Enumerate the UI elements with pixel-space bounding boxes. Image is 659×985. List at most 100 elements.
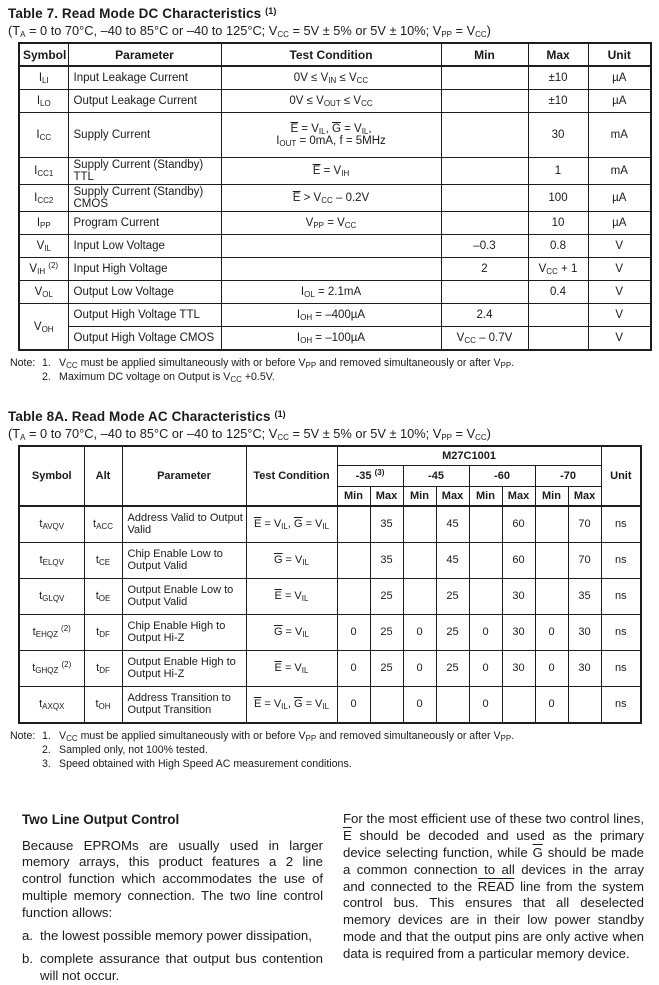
table-cell: IOL = 2.1mA (220, 280, 442, 304)
table-cell: E = VIL (245, 649, 338, 687)
table-row: tELQV tCE Chip Enable Low to Output Valid G… (18, 541, 642, 579)
table-cell: ns (600, 577, 642, 615)
table-cell: 70 (567, 541, 602, 579)
table-cell: IOH = –400µA (220, 303, 442, 327)
table-cell (440, 65, 529, 90)
table7-notes: Note: 1. VCC must be applied simultaneousl… (10, 356, 651, 385)
table-cell: 30 (501, 613, 536, 651)
note-item: Note: 1. VCC must be applied simultaneousl… (10, 357, 515, 370)
table-cell: 0 (468, 613, 503, 651)
table-cell (527, 326, 589, 351)
table-cell: Input Low Voltage (67, 234, 222, 258)
column-header: Max (501, 485, 536, 507)
table7-title: Table 7. Read Mode DC Characteristics (1… (8, 6, 277, 21)
table-cell (534, 541, 569, 579)
table-cell: G = VIL (245, 541, 338, 579)
column-header: Min (336, 485, 371, 507)
column-header: Parameter (121, 445, 247, 507)
table-row: VOH Output High Voltage TTL IOH = –400µA 2.… (18, 303, 652, 351)
section-heading: Two Line Output Control (22, 812, 180, 828)
table-header-row: -35 (3) -45 -60 -70 (19, 464, 641, 487)
table-cell: Supply Current (Standby) CMOS (67, 184, 222, 212)
note-item: Note: 1. VCC must be applied simultaneousl… (10, 729, 515, 743)
table-row: IPP Program Current VPP = VCC 10 µA (18, 211, 652, 235)
table-cell: Program Current (67, 211, 222, 235)
table-cell: E = VIH (220, 157, 442, 185)
two-line-output-control-section: Two Line Output Control Because EPROMs a… (22, 811, 644, 984)
table-cell: ns (600, 685, 642, 724)
table-cell: ns (600, 649, 642, 687)
table-cell: tEHQZ (2) (18, 613, 85, 651)
table-cell: Input Leakage Current (67, 65, 222, 90)
table-cell: E = VIL, G = VIL (245, 505, 338, 543)
column-header: Min (402, 485, 437, 507)
table-cell: tAVQV (18, 505, 85, 543)
table-cell (220, 257, 442, 281)
table-cell: Address Transition to Output Transition (121, 685, 247, 724)
table-row: ILI Input Leakage Current 0V ≤ VIN ≤ VCC ±1… (18, 65, 652, 90)
speed-grade-header: -70 (534, 464, 602, 487)
column-header: Test Condition (220, 42, 442, 67)
table-cell: 0 (336, 649, 371, 687)
table-cell: Chip Enable Low to Output Valid (121, 541, 247, 579)
table-cell: Output Enable Low to Output Valid (121, 577, 247, 615)
table-cell: VCC – 0.7V (440, 326, 529, 351)
table-cell (534, 577, 569, 615)
speed-grade-header: -60 (468, 464, 536, 487)
table-cell: 0 (336, 685, 371, 724)
table-cell: ns (600, 541, 642, 579)
table-row: Output High Voltage CMOS IOH = –100µA VCC … (19, 326, 652, 351)
table-cell: µA (587, 89, 652, 113)
table7-subtitle: (TA = 0 to 70°C, –40 to 85°C or –40 to 1… (8, 23, 491, 39)
table-cell: 2.4 (440, 303, 529, 327)
table-cell: 35 (369, 541, 404, 579)
table-cell: 35 (567, 577, 602, 615)
table-cell: V (587, 234, 652, 258)
table8a-subtitle: (TA = 0 to 70°C, –40 to 85°C or –40 to 1… (8, 425, 491, 442)
column-header: Unit (600, 445, 642, 507)
table-cell: ICC2 (18, 184, 69, 212)
table-cell (501, 685, 536, 724)
table-cell: VCC + 1 (527, 257, 589, 281)
table-cell: Output Enable High to Output Hi-Z (121, 649, 247, 687)
table-cell: 25 (369, 577, 404, 615)
table-cell: 30 (567, 613, 602, 651)
table-cell: 25 (435, 613, 470, 651)
table-cell: tAXQX (18, 685, 85, 724)
table-cell: V (587, 303, 652, 327)
device-header: M27C1001 (336, 445, 602, 466)
table-cell: 0.4 (527, 280, 589, 304)
table-row: ICC1 Supply Current (Standby) TTL E = VIH 1… (18, 157, 652, 185)
table-cell: Supply Current (Standby) TTL (67, 157, 222, 185)
table-cell: VIH (2) (18, 257, 69, 281)
table-cell: ICC (18, 112, 69, 158)
table8a-title: Table 8A. Read Mode AC Characteristics (… (8, 408, 286, 424)
table-cell: 0 (402, 685, 437, 724)
table-row: ILO Output Leakage Current 0V ≤ VOUT ≤ VCC… (18, 89, 652, 113)
table-cell: Supply Current (67, 112, 222, 158)
table-cell: 1 (527, 157, 589, 185)
speed-grade-header: -35 (3) (336, 464, 404, 487)
table-cell: V (587, 280, 652, 304)
list-item: b. complete assurance that output bus con… (22, 951, 323, 983)
table-cell: IOH = –100µA (220, 326, 442, 351)
column-header: Symbol (18, 42, 69, 67)
table-cell: tDF (83, 649, 123, 687)
table-cell (402, 577, 437, 615)
table-cell (402, 541, 437, 579)
table-cell: µA (587, 184, 652, 212)
table-row: tGLQV tOE Output Enable Low to Output Vali… (18, 577, 642, 615)
table-cell: µA (587, 65, 652, 90)
table-cell: E = VIL (245, 577, 338, 615)
table-cell: 10 (527, 211, 589, 235)
table-cell: Output High Voltage TTL (67, 303, 222, 327)
table-cell: Output Leakage Current (67, 89, 222, 113)
table-row: ICC2 Supply Current (Standby) CMOS E > VCC… (18, 184, 652, 212)
table-cell (440, 184, 529, 212)
speed-grade-header: -45 (402, 464, 470, 487)
table-cell: V (587, 326, 652, 351)
table-cell (468, 577, 503, 615)
table-cell: µA (587, 211, 652, 235)
table-cell: E > VCC – 0.2V (220, 184, 442, 212)
